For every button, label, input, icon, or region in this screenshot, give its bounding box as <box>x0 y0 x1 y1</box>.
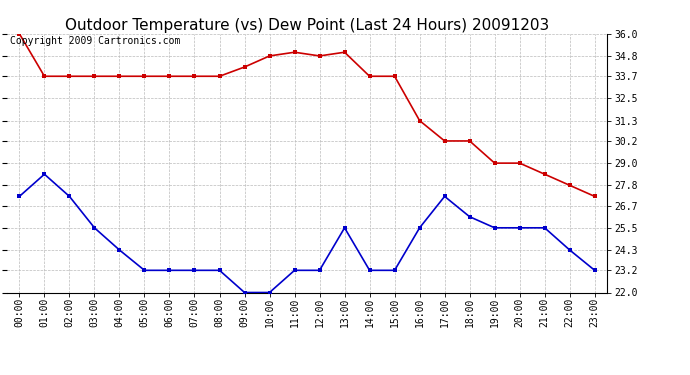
Title: Outdoor Temperature (vs) Dew Point (Last 24 Hours) 20091203: Outdoor Temperature (vs) Dew Point (Last… <box>65 18 549 33</box>
Text: Copyright 2009 Cartronics.com: Copyright 2009 Cartronics.com <box>10 36 180 46</box>
